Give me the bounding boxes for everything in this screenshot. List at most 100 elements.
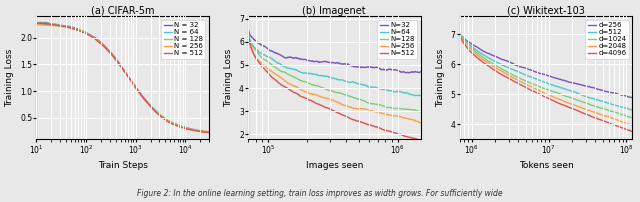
Line: N = 512: N = 512 <box>36 23 209 132</box>
N = 32 <box>40 21 48 24</box>
N = 32 <box>33 22 40 24</box>
N=128 <box>326 89 334 92</box>
Y-axis label: Training Loss: Training Loss <box>436 48 445 107</box>
N = 256 <box>205 130 212 133</box>
X-axis label: Train Steps: Train Steps <box>98 161 148 170</box>
d=512 <box>624 108 632 110</box>
Legend: N=32, N=64, N=128, N=256, N=512: N=32, N=64, N=128, N=256, N=512 <box>378 20 417 59</box>
d=512 <box>628 109 636 111</box>
N=32 <box>337 63 345 65</box>
Line: N = 32: N = 32 <box>36 22 209 132</box>
d=256 <box>628 97 636 99</box>
N=256 <box>413 120 420 123</box>
N = 256 <box>33 23 40 26</box>
d=2048 <box>456 30 463 33</box>
d=512 <box>456 29 463 32</box>
N = 64 <box>204 131 212 133</box>
N=512 <box>413 138 420 140</box>
Legend: d=256, d=512, d=1024, d=2048, d=4096: d=256, d=512, d=1024, d=2048, d=4096 <box>586 20 628 59</box>
N = 256 <box>35 23 43 26</box>
N=32 <box>413 71 420 73</box>
d=256 <box>539 73 547 75</box>
Line: d=4096: d=4096 <box>460 33 632 132</box>
N=256 <box>347 106 355 108</box>
N=32 <box>244 23 252 26</box>
N = 128 <box>174 125 182 127</box>
N = 64 <box>205 131 212 133</box>
N = 128 <box>33 22 40 24</box>
N = 64 <box>201 130 209 133</box>
X-axis label: Images seen: Images seen <box>306 161 363 170</box>
Title: (b) Imagenet: (b) Imagenet <box>303 6 366 16</box>
N = 512 <box>174 125 182 127</box>
d=1024 <box>628 117 636 119</box>
N = 512 <box>33 22 40 25</box>
N=128 <box>244 23 252 25</box>
Line: N = 128: N = 128 <box>36 23 209 133</box>
N = 32 <box>116 63 124 65</box>
N = 32 <box>136 92 143 94</box>
N=256 <box>327 98 335 101</box>
N=64 <box>326 77 334 79</box>
d=2048 <box>538 90 545 93</box>
d=2048 <box>549 96 557 98</box>
d=512 <box>549 84 557 86</box>
N=512 <box>244 23 252 25</box>
d=4096 <box>538 94 545 96</box>
d=1024 <box>538 86 545 89</box>
d=2048 <box>628 124 636 126</box>
Y-axis label: Training Loss: Training Loss <box>6 48 15 107</box>
N=64 <box>414 95 422 97</box>
N=64 <box>244 25 252 28</box>
d=256 <box>538 73 545 75</box>
N = 256 <box>174 124 182 127</box>
N = 32 <box>203 131 211 133</box>
N=32 <box>326 61 334 63</box>
d=4096 <box>628 130 636 133</box>
d=4096 <box>624 129 632 131</box>
N=64 <box>413 94 420 97</box>
N = 128 <box>126 78 134 81</box>
d=1024 <box>597 107 605 109</box>
d=1024 <box>456 29 463 32</box>
N=64 <box>385 89 393 92</box>
d=1024 <box>539 87 547 89</box>
d=2048 <box>539 91 547 94</box>
N = 32 <box>126 78 134 80</box>
d=512 <box>538 80 545 82</box>
N = 512 <box>136 92 143 94</box>
Line: N=128: N=128 <box>248 24 420 112</box>
d=512 <box>597 100 605 102</box>
N=32 <box>347 64 355 67</box>
N = 256 <box>115 62 122 64</box>
N=512 <box>347 118 355 120</box>
N = 512 <box>116 63 124 66</box>
d=512 <box>539 80 547 83</box>
d=4096 <box>539 95 547 97</box>
d=2048 <box>597 113 605 116</box>
N = 512 <box>35 22 42 24</box>
Line: d=512: d=512 <box>460 31 632 110</box>
d=256 <box>624 96 632 98</box>
N=128 <box>413 109 420 112</box>
N=512 <box>417 139 424 142</box>
N = 32 <box>201 130 209 133</box>
d=256 <box>559 79 566 81</box>
N=128 <box>385 106 393 109</box>
d=1024 <box>624 115 632 118</box>
N = 256 <box>126 78 134 80</box>
N = 512 <box>204 131 212 134</box>
N = 256 <box>116 63 124 66</box>
d=256 <box>549 76 557 78</box>
Y-axis label: Training Loss: Training Loss <box>225 48 234 107</box>
N = 128 <box>116 64 124 67</box>
N=256 <box>385 114 393 116</box>
N=128 <box>416 110 424 113</box>
N = 64 <box>115 61 122 64</box>
N=512 <box>327 109 335 111</box>
N=256 <box>417 122 424 124</box>
N=256 <box>244 26 252 28</box>
X-axis label: Tokens seen: Tokens seen <box>518 161 573 170</box>
N = 512 <box>201 131 209 133</box>
N = 128 <box>205 131 212 134</box>
